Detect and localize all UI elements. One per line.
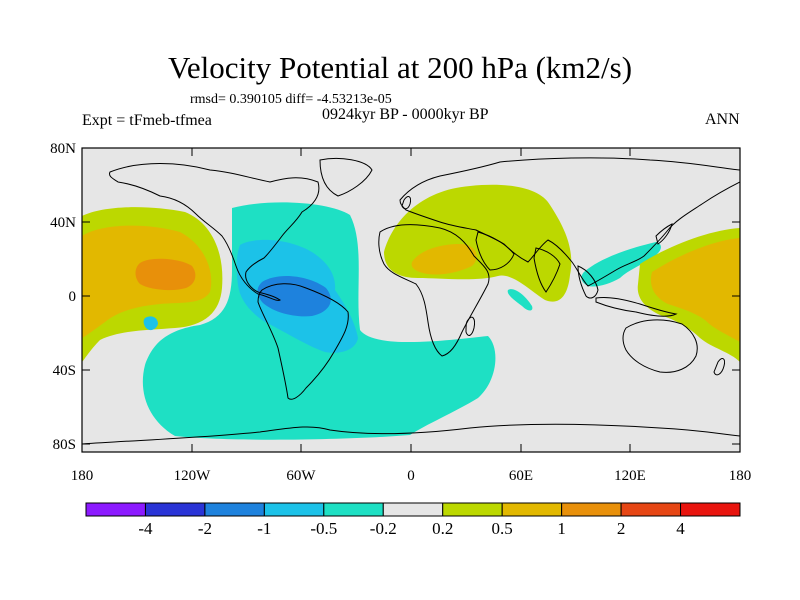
lon-label-120e: 120E [614,468,646,484]
colorbar-box-3 [263,502,325,517]
contour-westpac-0.5 [650,238,740,342]
colorbar-box-0 [85,502,146,517]
period-label: 0924kyr BP - 0000kyr BP [322,106,489,123]
coast-australia [622,319,698,373]
colorbar-label-1: -2 [197,519,212,538]
lon-label-120w: 120W [174,468,212,484]
lat-tick-marks [82,147,740,445]
lat-label-0: 0 [69,289,77,305]
coast-japan [655,223,673,245]
coast-africa [378,224,490,357]
coast-arabia [475,231,515,271]
season-label: ANN [705,111,740,128]
colorbar-label-9: 4 [676,519,685,538]
coast-indonesia [595,297,678,317]
coast-madagascar [465,316,475,336]
contour-fill-layer [82,184,740,440]
colorbar [85,502,741,517]
colorbar-label-3: -0.5 [310,519,338,538]
stats-label: rmsd= 0.390105 diff= -4.53213e-05 [190,92,392,107]
lon-label-0: 0 [407,468,415,484]
colorbar-box-4 [323,502,384,517]
lat-label-80s: 80S [53,437,76,453]
contour-indian-neg [507,289,533,311]
lon-tick-marks [81,148,741,452]
contour-westpac-neg [581,242,661,287]
colorbar-box-6 [442,502,503,517]
contour-eurasia-0.5 [411,244,477,275]
lon-label-60e: 60E [509,468,533,484]
colorbar-label-4: -0.2 [369,519,397,538]
lon-label-60w: 60W [286,468,316,484]
colorbar-label-0: -4 [138,519,153,538]
coast-eurasia [399,157,740,287]
colorbar-label-5: 0.2 [432,519,454,538]
lat-label-40n: 40N [50,215,76,231]
coast-india [533,247,561,293]
colorbar-box-9 [620,502,682,517]
lon-label-180e: 180 [729,468,752,484]
colorbar-box-1 [144,502,206,517]
coast-british-isles [401,196,411,210]
coast-greenland [319,157,373,197]
colorbar-label-7: 1 [557,519,566,538]
lon-label-180w: 180 [71,468,94,484]
coast-south-america [257,283,349,400]
coast-north-america [109,163,320,301]
lat-label-80n: 80N [50,141,76,157]
coast-antarctica [82,423,740,445]
colorbar-box-8 [561,502,622,517]
colorbar-label-8: 2 [616,519,626,538]
colorbar-box-10 [680,502,741,517]
contour-pacific-neg-small [143,316,158,331]
coast-southeast-asia [577,265,599,299]
colorbar-label-2: -1 [257,519,272,538]
contour-atlantic-neg-1 [257,276,331,317]
colorbar-box-2 [204,502,265,517]
coastline-layer [82,157,740,445]
colorbar-box-5 [382,502,444,517]
lat-label-40s: 40S [53,363,76,379]
contour-pacific-east-1 [135,258,196,291]
experiment-label: Expt = tFmeb-tfmea [82,112,212,129]
colorbar-box-7 [501,502,563,517]
colorbar-label-6: 0.5 [491,519,513,538]
coast-new-zealand [713,358,725,376]
chart-title: Velocity Potential at 200 hPa (km2/s) [167,50,633,85]
